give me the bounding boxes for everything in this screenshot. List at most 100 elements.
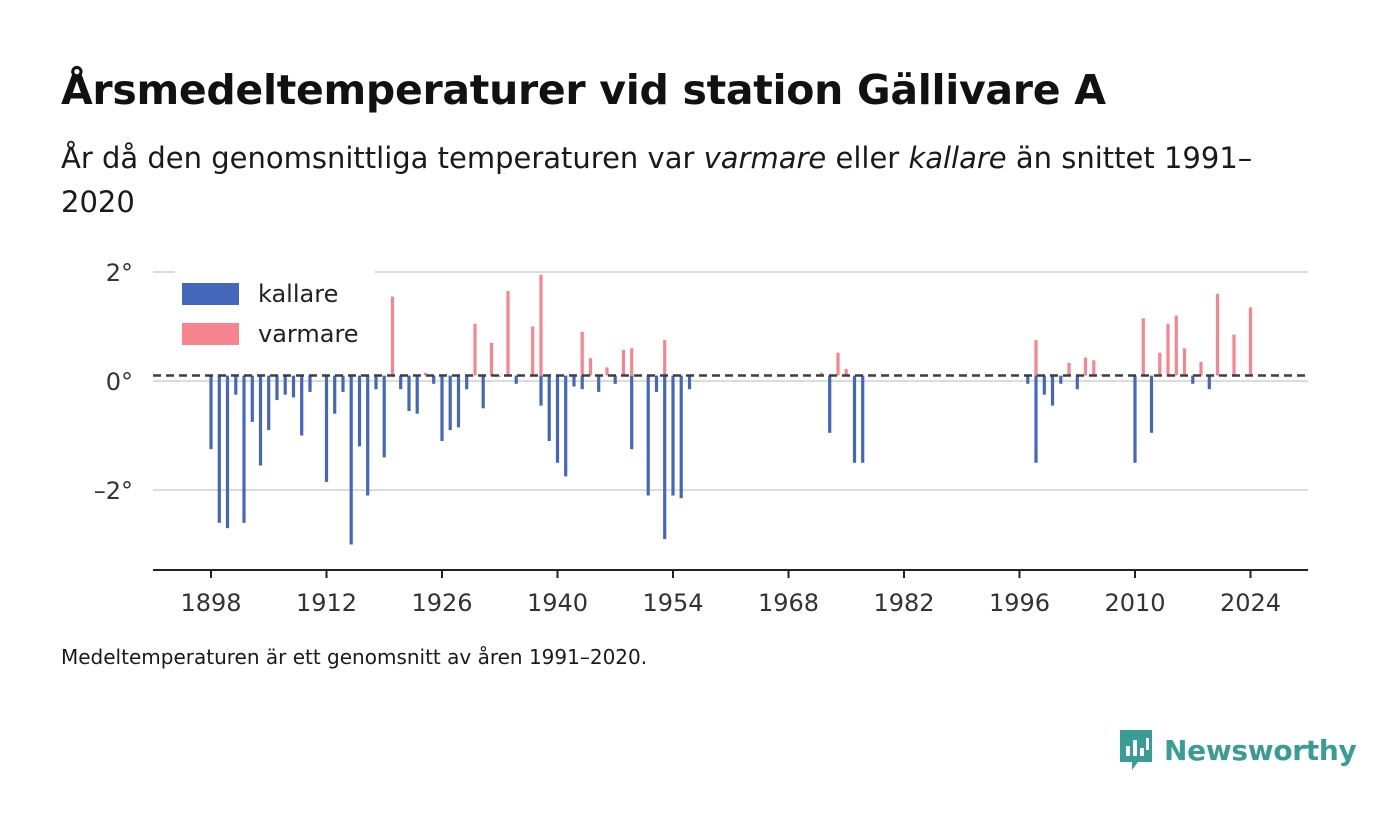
bar-kallare <box>341 375 345 392</box>
subtitle-warm-word: varmare <box>703 141 827 175</box>
bar-kallare <box>1149 375 1154 433</box>
x-tick-label: 1926 <box>411 589 472 617</box>
bar-kallare <box>399 375 403 390</box>
bar-kallare <box>349 375 353 545</box>
bar-kallare <box>547 375 551 441</box>
legend-swatch-varmare <box>182 323 239 345</box>
bar-kallare <box>580 375 584 390</box>
bar-varmare <box>1182 348 1187 376</box>
legend-label-kallare: kallare <box>258 280 338 308</box>
bar-kallare <box>440 375 444 441</box>
bar-varmare <box>663 340 667 376</box>
bar-varmare <box>1199 361 1203 376</box>
bar-kallare <box>555 375 560 463</box>
bar-kallare <box>448 375 452 431</box>
legend: kallare varmare <box>175 270 375 352</box>
bar-kallare <box>1034 375 1038 463</box>
bar-kallare <box>234 375 238 395</box>
bar-varmare <box>621 349 626 376</box>
bar-kallare <box>1191 375 1195 384</box>
x-tick-label: 1940 <box>527 589 588 617</box>
newsworthy-logo-text: Newsworthy <box>1164 733 1357 767</box>
x-tick-label: 2010 <box>1104 589 1165 617</box>
bar-kallare <box>250 375 254 422</box>
bar-kallare <box>333 375 337 414</box>
bar-kallare <box>1026 375 1030 384</box>
bar-kallare <box>613 375 617 384</box>
x-axis: 1898 1912 1926 1940 1954 1968 1982 1996 2010 2024 <box>153 569 1308 617</box>
chart-subtitle: År då den genomsnittliga temperaturen va… <box>61 136 1281 224</box>
chart-title: Årsmedeltemperaturer vid station Gälliva… <box>61 66 1106 114</box>
bar-kallare <box>861 375 865 463</box>
bar-varmare <box>1215 293 1220 376</box>
newsworthy-logo-icon <box>1120 730 1152 770</box>
bar-varmare <box>531 326 535 376</box>
bar-kallare <box>852 375 857 463</box>
bar-varmare <box>1248 307 1253 376</box>
bar-kallare <box>663 375 667 540</box>
bar-kallare <box>1050 375 1055 406</box>
bar-kallare <box>382 375 386 458</box>
bar-kallare <box>481 375 485 409</box>
bar-kallare <box>209 375 213 450</box>
x-tick-label: 1898 <box>180 589 241 617</box>
bar-kallare <box>242 375 246 523</box>
bar-kallare <box>217 375 221 523</box>
bar-kallare <box>366 375 370 496</box>
y-axis-labels: 2° 0° –2° <box>94 259 133 505</box>
legend-label-varmare: varmare <box>258 320 359 348</box>
x-tick-label: 1968 <box>758 589 819 617</box>
bar-varmare <box>844 369 848 376</box>
bar-varmare <box>1158 352 1162 376</box>
bar-kallare <box>1059 375 1063 384</box>
bar-kallare <box>324 375 329 482</box>
bar-kallare <box>671 375 675 496</box>
bar-varmare <box>539 274 543 376</box>
bar-kallare <box>679 375 683 499</box>
bar-varmare <box>390 296 395 376</box>
bar-kallare <box>687 375 692 390</box>
subtitle-part: än snittet 1991–2020 <box>61 141 1253 219</box>
bar-varmare <box>1166 323 1170 376</box>
bar-varmare <box>473 323 477 376</box>
bar-varmare <box>498 375 502 377</box>
bar-kallare <box>300 375 304 436</box>
bar-varmare <box>1232 334 1236 376</box>
bar-kallare <box>646 375 650 496</box>
bar-kallare <box>225 375 230 529</box>
footnote: Medeltemperaturen är ett genomsnitt av å… <box>61 645 648 669</box>
subtitle-cold-word: kallare <box>908 141 1007 175</box>
bar-kallare <box>1207 375 1211 390</box>
bar-kallare <box>275 375 279 401</box>
bar-varmare <box>630 348 634 376</box>
bar-varmare <box>605 367 609 376</box>
bars <box>209 274 1253 545</box>
bar-varmare <box>1174 315 1178 376</box>
bar-kallare <box>407 375 411 411</box>
bar-varmare <box>588 358 593 376</box>
bar-kallare <box>283 375 287 395</box>
bar-kallare <box>1133 375 1137 463</box>
bar-varmare <box>489 342 494 376</box>
bar-kallare <box>465 375 469 390</box>
bar-varmare <box>836 352 840 376</box>
bar-kallare <box>258 375 263 466</box>
bar-varmare <box>1034 340 1038 376</box>
bar-kallare <box>572 375 576 387</box>
bar-varmare <box>1083 357 1088 376</box>
x-tick-label: 1912 <box>296 589 357 617</box>
bar-varmare <box>1067 363 1071 376</box>
bar-kallare <box>597 375 601 392</box>
x-tick-label: 1954 <box>642 589 703 617</box>
legend-swatch-kallare <box>182 283 239 305</box>
bar-kallare <box>456 375 461 428</box>
subtitle-part: År då den genomsnittliga temperaturen va… <box>61 141 704 175</box>
bar-varmare <box>1092 360 1096 376</box>
bar-varmare <box>580 331 584 376</box>
bar-kallare <box>828 375 832 433</box>
bar-varmare <box>819 372 824 376</box>
y-tick-label: 0° <box>106 368 133 396</box>
bar-kallare <box>564 375 568 477</box>
bar-kallare <box>630 375 634 450</box>
